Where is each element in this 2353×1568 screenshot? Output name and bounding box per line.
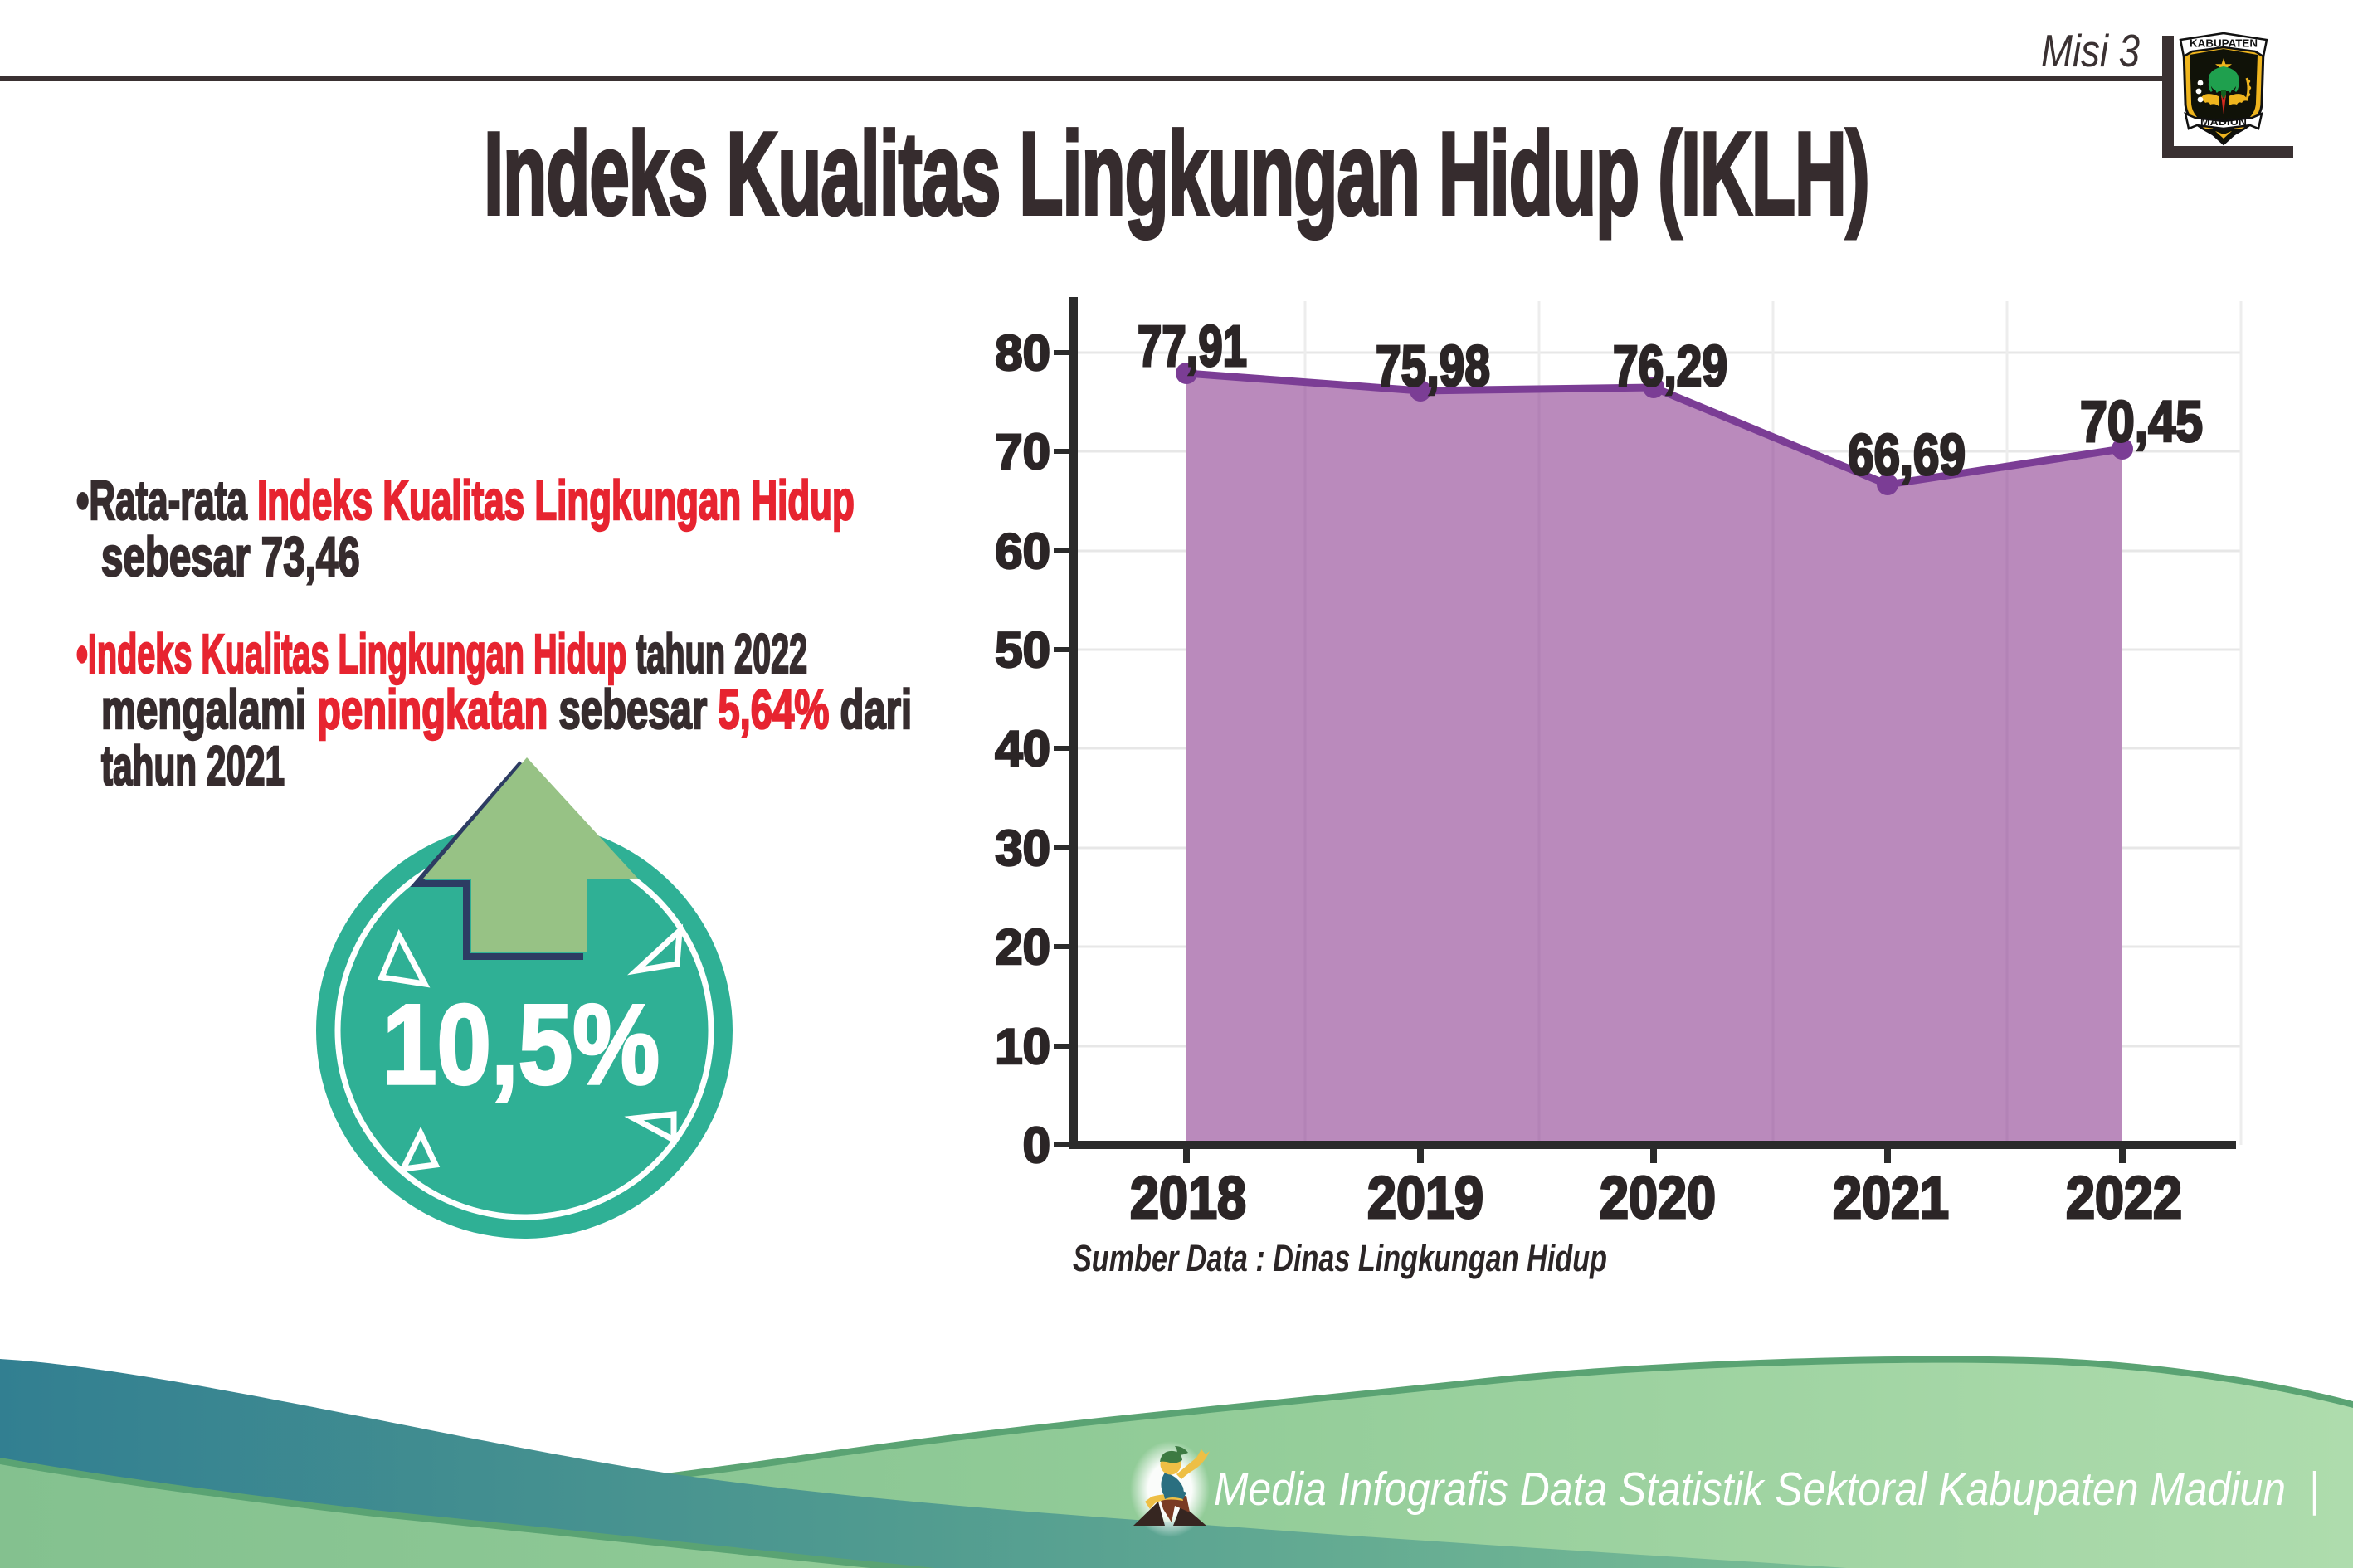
svg-text:75,98: 75,98 <box>1376 334 1490 398</box>
svg-text:10,5%: 10,5% <box>382 981 660 1108</box>
svg-text:MADIUN: MADIUN <box>2200 118 2247 128</box>
svg-text:0: 0 <box>1023 1118 1050 1173</box>
svg-text:70,45: 70,45 <box>2080 389 2203 454</box>
svg-text:2018: 2018 <box>1130 1166 1246 1231</box>
svg-text:76,29: 76,29 <box>1613 334 1727 398</box>
svg-text:50: 50 <box>995 622 1050 678</box>
svg-text:2021: 2021 <box>1833 1166 1949 1231</box>
svg-text:70: 70 <box>995 424 1050 480</box>
svg-text:80: 80 <box>995 325 1050 381</box>
svg-text:40: 40 <box>995 721 1050 777</box>
svg-text:66,69: 66,69 <box>1848 422 1966 487</box>
svg-text:KABUPATEN: KABUPATEN <box>2190 38 2258 50</box>
svg-text:20: 20 <box>995 919 1050 975</box>
svg-text:10: 10 <box>995 1019 1050 1074</box>
svg-text:2022: 2022 <box>2066 1166 2182 1231</box>
svg-text:Misi 3: Misi 3 <box>2041 25 2140 76</box>
svg-text:60: 60 <box>995 523 1050 579</box>
svg-text:2019: 2019 <box>1367 1166 1483 1231</box>
svg-text:30: 30 <box>995 821 1050 876</box>
svg-text:2020: 2020 <box>1600 1166 1716 1231</box>
svg-text:Sumber Data : Dinas Lingkungan: Sumber Data : Dinas Lingkungan Hidup <box>1073 1237 1607 1279</box>
svg-text:77,91: 77,91 <box>1138 314 1247 378</box>
